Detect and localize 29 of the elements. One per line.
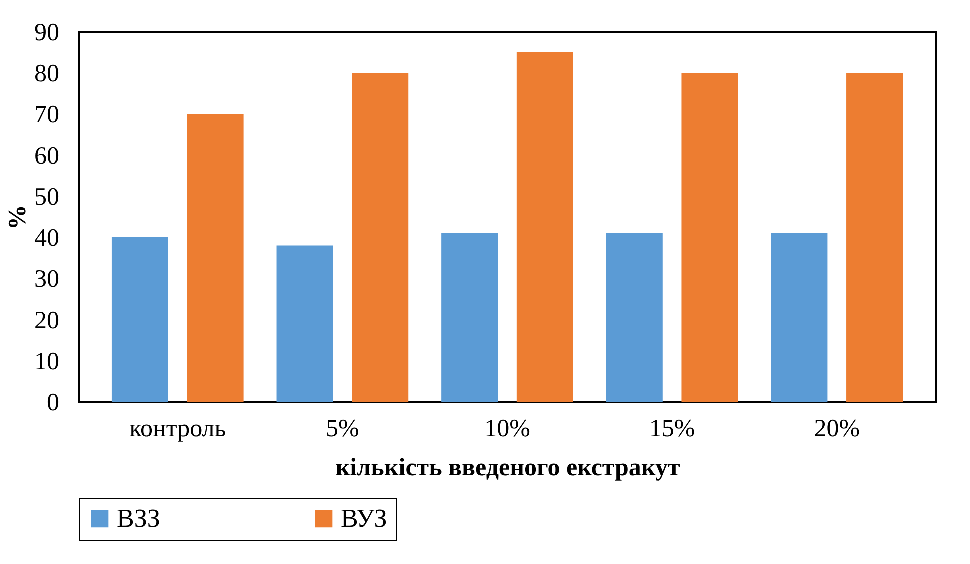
bar [442,233,498,402]
bar [682,73,738,402]
y-tick-label: 60 [34,142,60,170]
y-axis-title: % [4,205,32,230]
x-axis-title: кількість введеного екстракут [336,454,680,482]
x-tick-label: 15% [649,416,696,442]
y-tick-label: 90 [34,20,60,46]
bar [516,52,574,402]
bar [112,238,168,402]
bar [187,114,244,402]
y-tick-label: 10 [34,348,60,376]
y-tick-label: 40 [34,225,60,252]
x-tick-label: 20% [814,416,860,442]
y-tick-label: 80 [34,60,60,88]
bar [771,233,828,402]
bar [276,246,334,402]
bar [352,73,409,402]
y-tick-label: 50 [34,184,60,211]
x-tick-label: 5% [326,416,360,442]
x-tick-label: 10% [484,416,530,442]
legend-label: ВУЗ [341,504,388,533]
y-tick-label: 0 [47,390,60,416]
legend-label: ВЗЗ [117,504,160,533]
y-tick-label: 30 [34,266,60,294]
bar [846,73,904,402]
y-tick-label: 70 [34,102,60,129]
x-tick-label: контроль [130,416,226,442]
y-tick-label: 20 [34,307,60,334]
bar [606,233,663,402]
